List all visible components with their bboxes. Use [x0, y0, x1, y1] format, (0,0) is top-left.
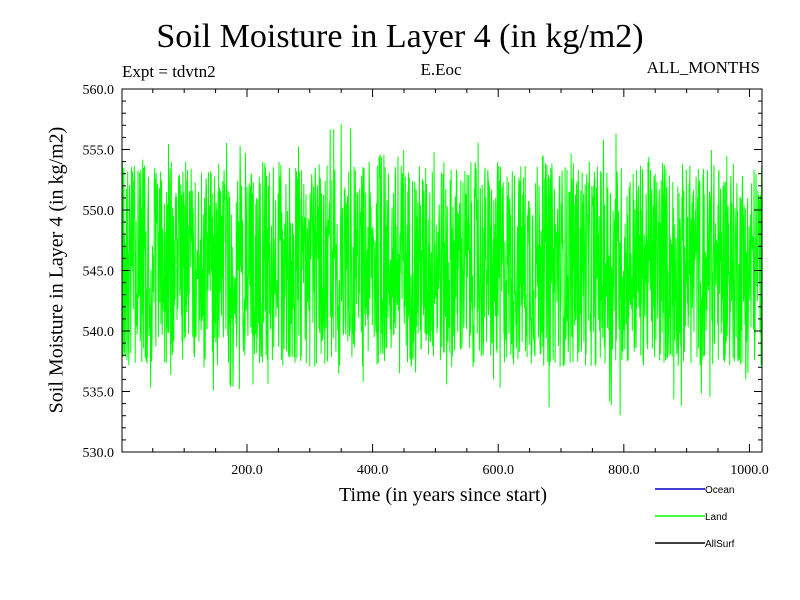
ticks-layer: 530.0 535.0 540.0 545.0 550.0 555.0 560.0 200.0… [83, 83, 769, 478]
y-tick-label: 540.0 [83, 325, 115, 340]
x-tick-label: 200.0 [231, 463, 263, 478]
y-tick-label: 530.0 [83, 446, 115, 461]
series-line-land [121, 123, 763, 416]
x-axis-label: Time (in years since start) [338, 484, 548, 506]
chart-title: Soil Moisture in Layer 4 (in kg/m2) [156, 18, 644, 55]
x-tick-label: 400.0 [357, 463, 389, 478]
legend-label-ocean: Ocean [705, 485, 734, 496]
y-tick-label: 555.0 [83, 144, 115, 159]
y-axis-label: Soil Moisture in Layer 4 (in kg/m2) [45, 126, 68, 414]
months-label: ALL_MONTHS [646, 58, 760, 77]
series-layer [121, 123, 763, 416]
legend-label-allsurf: AllSurf [705, 539, 735, 550]
x-tick-label: 1000.0 [730, 463, 769, 478]
x-tick-label: 600.0 [482, 463, 514, 478]
legend-label-land: Land [705, 512, 727, 523]
y-tick-label: 560.0 [83, 83, 115, 98]
legend: Ocean Land AllSurf [655, 485, 735, 550]
y-tick-label: 550.0 [83, 204, 115, 219]
x-tick-label: 800.0 [608, 463, 640, 478]
run-label: E.Eoc [420, 60, 462, 79]
y-tick-label: 545.0 [83, 265, 115, 280]
y-tick-label: 535.0 [83, 386, 115, 401]
experiment-label: Expt = tdvtn2 [122, 62, 216, 81]
